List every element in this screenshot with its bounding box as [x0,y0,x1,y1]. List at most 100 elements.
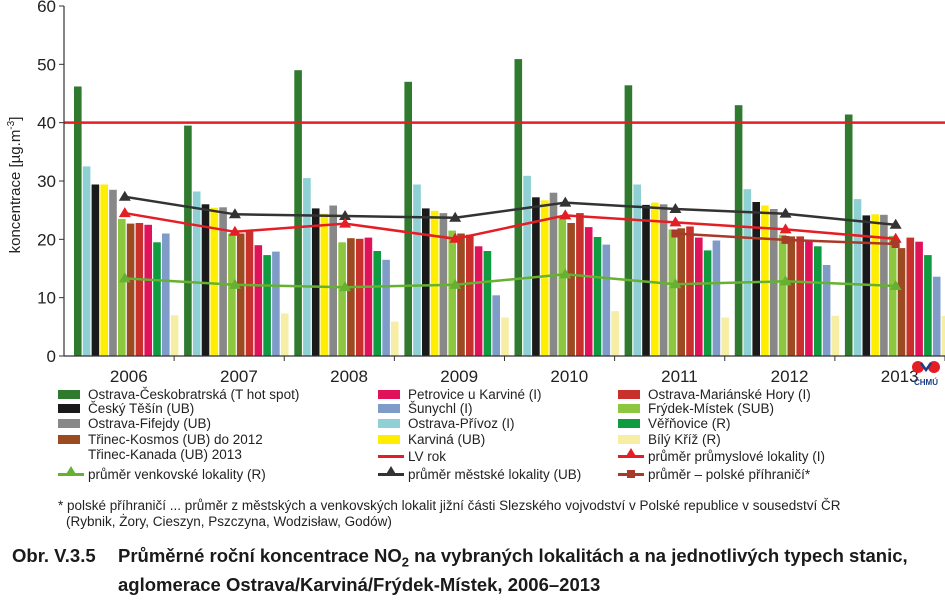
avg-marker-2-3 [449,211,462,222]
legend-swatch [618,404,640,413]
bar-2012-9 [831,315,840,357]
bar-2010-9 [611,311,619,356]
bar-2013-9 [941,315,945,357]
bar-2012-2 [752,202,760,356]
bar-2007-8 [210,207,219,356]
y-tick-label-30: 30 [37,172,56,191]
legend-label: průměr – polské příhraničí* [648,467,811,482]
bar-2011-4 [677,228,685,357]
figure-caption-text: Průměrné roční koncentrace NO2 na vybran… [118,545,933,596]
bar-2009-9 [501,317,509,356]
legend-label: průměr venkovské lokality (R) [88,467,266,482]
bar-2007-9 [280,313,289,356]
bar-2006-2 [91,184,100,356]
avg-marker-4-1 [781,235,790,244]
bar-2007-3 [219,207,227,357]
avg-marker-3-3 [449,232,462,243]
avg-line-1 [124,273,896,289]
bar-2010-5 [584,227,593,356]
bar-2008-1 [294,70,302,356]
legend-label: Třinec-Kanada (UB) 2013 [88,447,242,462]
legend-label: Karviná (UB) [408,432,486,447]
bar-2007-11 [228,233,236,356]
x-tick-label-2013: 2013 [881,367,919,386]
bar-2006-12 [153,242,161,357]
y-label-end: ] [7,117,24,121]
bar-2013-10 [906,237,915,356]
legend-label: průměr průmyslové lokality (I) [648,449,826,464]
avg-marker-1-4 [559,268,572,279]
bar-2011-11 [668,229,677,356]
legend-label: Český Těšín (UB) [88,401,195,416]
bar-2009-5 [474,246,483,356]
bar-2012-6 [822,265,831,356]
avg-marker-3-0 [118,207,131,218]
bar-2008-11 [338,242,346,357]
bar-2012-7 [743,189,752,356]
bar-2008-5 [364,237,373,356]
legend-label: Ostrava-Mariánské Hory (I) [648,387,811,402]
legend-label: Třinec-Kosmos (UB) do 2012 [88,432,263,447]
bar-2007-12 [263,255,271,356]
bar-2009-7 [413,184,421,356]
bar-2013-12 [924,255,932,356]
bar-2007-1 [184,125,192,356]
bar-2006-3 [109,189,117,357]
bar-2012-10 [796,236,804,356]
legend-label: Věřňovice (R) [648,416,731,431]
avg-marker-2-2 [339,210,352,220]
bar-2011-7 [633,184,641,356]
bar-2007-5 [254,245,263,356]
bar-2013-7 [853,199,862,356]
legend-swatch [58,435,80,444]
legend-swatch [58,390,80,399]
average-lines-group [118,190,902,292]
bar-2007-7 [192,191,201,356]
bar-2009-2 [422,208,430,356]
avg-marker-1-5 [669,278,682,289]
bar-2006-1 [74,86,82,356]
bar-2012-1 [734,105,743,356]
x-tick-label-2009: 2009 [440,367,478,386]
chart-area: 0 10 20 30 40 50 60 2006 2007 2008 2009 2010 2011 201… [6,0,945,386]
legend-marker [65,466,77,476]
avg-marker-3-1 [228,225,241,236]
bar-2011-3 [659,204,668,356]
legend-label: Ostrava-Českobratrská (T hot spot) [88,387,300,402]
x-tick-label-2011: 2011 [661,367,698,386]
avg-marker-1-1 [228,278,241,289]
legend-marker [385,466,397,476]
bar-2010-10 [576,213,584,356]
avg-marker-2-6 [779,207,792,218]
legend-marker [625,448,637,458]
bar-2011-8 [651,202,659,356]
avg-marker-3-4 [559,209,572,220]
avg-marker-1-0 [118,272,131,283]
avg-marker-3-6 [779,223,792,234]
legend-label: Frýdek-Místek (SUB) [648,401,775,416]
footnote: * polské příhraničí ... průměr z městský… [58,498,928,530]
legend-swatch [378,419,400,428]
legend-swatch [618,435,640,444]
y-tick-label-40: 40 [37,114,56,133]
legend-label: Ostrava-Fifejdy (UB) [88,416,212,431]
bar-2008-2 [311,208,320,356]
caption-part-2: na vybraných lokalitách a na jednotlivýc… [118,545,908,595]
avg-line-2 [124,195,896,227]
axes-group: 0 10 20 30 40 50 60 2006 2007 2008 2009 2010 2011 201… [37,0,945,386]
legend-marker [627,470,635,478]
bar-2011-6 [712,240,721,356]
avg-marker-1-3 [449,278,462,289]
footnote-line-2: (Rybnik, Żory, Cieszyn, Pszczyna, Wodzis… [66,514,392,529]
bar-2009-6 [492,295,500,356]
x-tick-label-2012: 2012 [771,367,809,386]
bar-2011-12 [703,250,712,356]
bar-2010-12 [593,237,602,356]
bar-2009-10 [466,234,474,356]
bar-2009-1 [404,81,412,357]
avg-marker-1-7 [889,280,902,290]
bar-2010-6 [602,244,611,356]
legend-swatch [58,419,80,428]
bar-2006-7 [82,166,91,356]
legend-label: Bílý Kříž (R) [648,432,721,447]
